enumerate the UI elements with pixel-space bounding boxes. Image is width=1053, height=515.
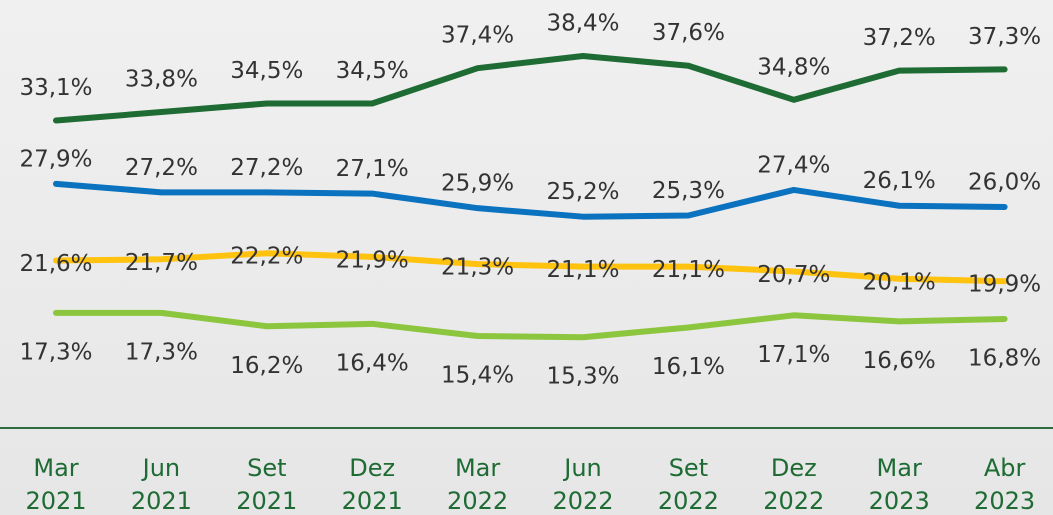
x-tick-label: Jun 2022 [552, 454, 613, 515]
data-label: 21,9% [336, 247, 409, 273]
data-label: 37,6% [652, 20, 725, 46]
data-label: 16,1% [652, 354, 725, 380]
data-label: 34,8% [757, 54, 830, 80]
data-label: 16,6% [863, 348, 936, 374]
series-line [53, 250, 1008, 285]
data-label: 16,4% [336, 350, 409, 376]
data-label: 17,3% [125, 339, 198, 365]
series-line [53, 180, 1008, 220]
data-label: 25,3% [652, 178, 725, 204]
data-label: 37,4% [441, 23, 514, 49]
series-line [53, 309, 1008, 341]
data-label: 27,2% [125, 155, 198, 181]
data-label: 19,9% [968, 272, 1041, 298]
data-label: 17,1% [757, 342, 830, 368]
data-label: 26,1% [863, 168, 936, 194]
data-label: 25,2% [546, 179, 619, 205]
x-tick-label: Mar 2022 [447, 454, 508, 515]
x-tick-label: Set 2022 [658, 454, 719, 515]
data-label: 22,2% [230, 244, 303, 270]
data-label: 16,8% [968, 345, 1041, 371]
data-label: 21,3% [441, 255, 514, 281]
data-label: 27,9% [19, 146, 92, 172]
data-label: 15,4% [441, 363, 514, 389]
x-tick-label: Mar 2023 [869, 454, 930, 515]
data-label: 20,7% [757, 262, 830, 288]
data-label: 37,3% [968, 24, 1041, 50]
series-line [53, 53, 1008, 124]
data-label: 27,4% [757, 152, 830, 178]
data-label: 37,2% [863, 25, 936, 51]
data-label: 21,1% [546, 257, 619, 283]
data-label: 17,3% [19, 339, 92, 365]
data-label: 26,0% [968, 169, 1041, 195]
data-label: 33,1% [19, 75, 92, 101]
x-tick-label: Jun 2021 [131, 454, 192, 515]
data-label: 21,6% [19, 251, 92, 277]
data-label: 20,1% [863, 269, 936, 295]
data-label: 27,2% [230, 155, 303, 181]
data-label: 25,9% [441, 171, 514, 197]
x-tick-label: Mar 2021 [25, 454, 86, 515]
data-label: 34,5% [336, 58, 409, 84]
data-label: 21,7% [125, 250, 198, 276]
data-label: 15,3% [546, 364, 619, 390]
data-label: 16,2% [230, 353, 303, 379]
x-tick-label: Set 2021 [236, 454, 297, 515]
x-tick-label: Dez 2022 [763, 454, 824, 515]
data-label: 34,5% [230, 58, 303, 84]
data-label: 33,8% [125, 67, 198, 93]
x-tick-label: Dez 2021 [342, 454, 403, 515]
data-label: 27,1% [336, 156, 409, 182]
x-tick-label: Abr 2023 [974, 454, 1035, 515]
data-label: 21,1% [652, 257, 725, 283]
data-label: 38,4% [546, 11, 619, 37]
